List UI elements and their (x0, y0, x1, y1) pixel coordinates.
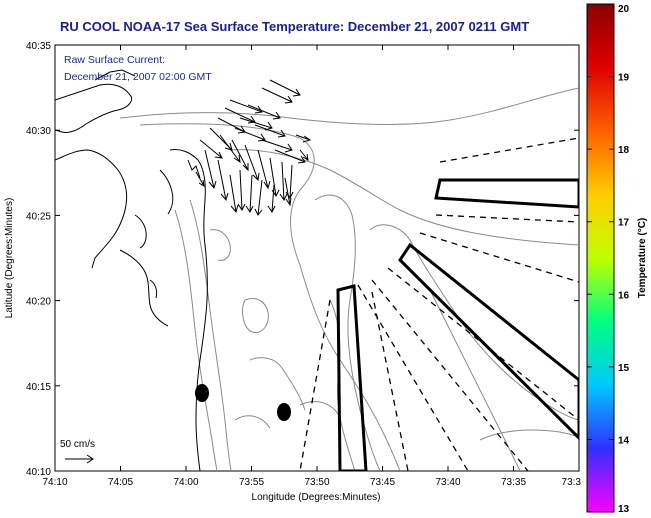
x-tick-label: 73:35 (501, 477, 526, 488)
y-tick-label: 40:35 (26, 41, 51, 52)
x-tick-label: 74:10 (42, 477, 67, 488)
colorbar-tick-label: 20 (618, 4, 630, 15)
scale-arrow-label: 50 cm/s (60, 439, 95, 450)
dashed-guide-lines (299, 137, 579, 471)
figure-title: RU COOL NOAA-17 Sea Surface Temperature:… (60, 19, 529, 34)
surface-current-vectors (195, 79, 312, 216)
colorbar-tick-label: 18 (618, 145, 630, 156)
scale-arrow (65, 454, 94, 464)
colorbar-tick-label: 14 (618, 435, 630, 446)
colorbar-ticks: 20 19 18 17 16 15 14 13 (587, 3, 630, 515)
polygon-east-channel (434, 178, 579, 209)
x-tick-label: 73:55 (239, 477, 264, 488)
x-axis-label: Longitude (Degrees:Minutes) (252, 492, 381, 503)
polygon-diagonal-channel (398, 242, 579, 441)
colorbar-tick-label: 19 (618, 73, 630, 84)
y-tick-label: 40:10 (26, 467, 51, 478)
x-axis: 74:10 74:05 74:00 73:55 73:50 73:45 73:40 73:35… (42, 45, 581, 488)
y-tick-label: 40:25 (26, 211, 51, 222)
x-tick-label: 74:00 (173, 477, 198, 488)
coastline (55, 69, 208, 471)
current-note-line1: Raw Surface Current: (64, 54, 165, 66)
colorbar (586, 3, 615, 513)
colorbar-tick-label: 17 (618, 218, 630, 229)
colorbar-label: Temperature (°C) (637, 218, 648, 299)
colorbar-tick-label: 16 (618, 290, 630, 301)
polygon-south-channel (336, 284, 368, 471)
colorbar-tick-label: 13 (618, 504, 630, 515)
colorbar-tick-label: 15 (618, 363, 630, 374)
x-tick-label: 74:05 (108, 477, 133, 488)
site-marker (277, 403, 291, 421)
y-axis-label: Latitude (Degrees:Minutes) (4, 198, 15, 319)
x-tick-label: 73:40 (435, 477, 460, 488)
site-marker (195, 384, 209, 402)
current-note-line2: December 21, 2007 02:00 GMT (64, 71, 212, 83)
map-content (55, 69, 579, 471)
survey-polygons (336, 178, 579, 471)
y-tick-label: 40:20 (26, 297, 51, 308)
y-tick-label: 40:30 (26, 126, 51, 137)
y-axis: 40:10 40:15 40:20 40:25 40:30 40:35 (26, 41, 579, 478)
y-tick-label: 40:15 (26, 382, 51, 393)
x-tick-label: 73:50 (304, 477, 329, 488)
x-tick-label: 73:3 (562, 477, 582, 488)
x-tick-label: 73:45 (370, 477, 395, 488)
